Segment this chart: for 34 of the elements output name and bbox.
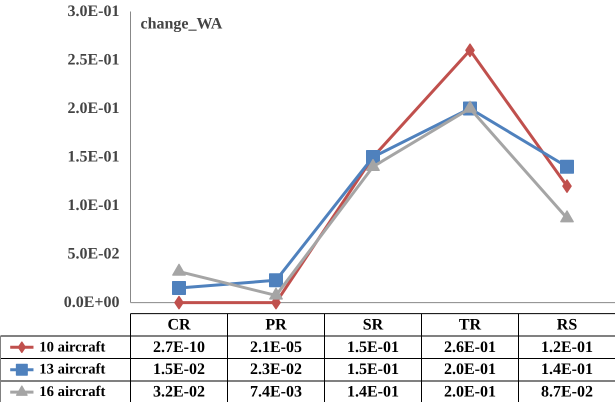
data-label: 2.0E-01 (444, 361, 496, 378)
legend-label: 10 aircraft (39, 339, 106, 356)
y-tick-label: 5.0E-02 (68, 246, 120, 263)
data-label: 2.6E-01 (444, 338, 496, 356)
data-label: 1.2E-01 (541, 338, 593, 356)
data-label: 7.4E-03 (250, 384, 302, 401)
data-label: 8.7E-02 (541, 384, 593, 401)
legend-label: 16 aircraft (39, 384, 106, 400)
data-label: 2.1E-05 (250, 338, 302, 356)
data-label: 2.3E-02 (250, 361, 302, 378)
data-label: 1.4E-01 (347, 384, 399, 401)
y-tick-label: 0.0E+00 (64, 294, 120, 312)
data-label: 1.5E-02 (153, 361, 205, 378)
data-label: 2.0E-01 (444, 384, 496, 401)
point (172, 281, 186, 296)
data-label: 3.2E-02 (153, 384, 205, 401)
data-label: 2.7E-10 (153, 338, 205, 356)
x-tick-label: TR (458, 316, 482, 334)
data-label: 1.5E-01 (347, 338, 399, 356)
x-tick-label: SR (362, 316, 384, 334)
data-label: 1.5E-01 (347, 361, 399, 378)
x-tick-label: PR (265, 316, 288, 334)
legend-label: 13 aircraft (39, 362, 106, 378)
data-label: 1.4E-01 (541, 361, 593, 378)
y-tick-label: 2.0E-01 (68, 100, 120, 118)
point (269, 273, 283, 288)
x-tick-label: CR (167, 316, 191, 334)
y-tick-label: 2.5E-01 (68, 51, 120, 68)
y-tick-label: 1.0E-01 (68, 197, 120, 214)
y-tick-label: 1.5E-01 (68, 148, 120, 166)
chart-title: change_WA (140, 16, 223, 32)
y-tick-label: 3.0E-01 (68, 2, 120, 20)
x-tick-label: RS (556, 316, 578, 334)
point (560, 160, 574, 174)
